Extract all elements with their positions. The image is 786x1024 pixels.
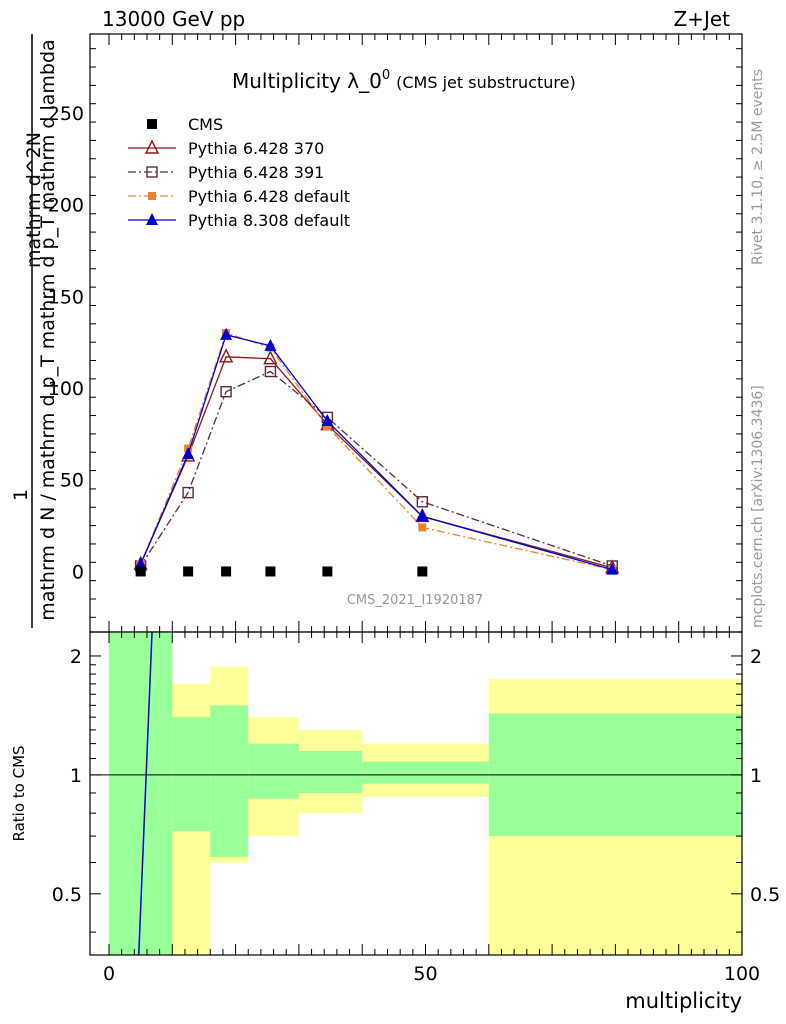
ratio-y-tick-label: 2 xyxy=(70,646,82,668)
point-cms-5 xyxy=(417,566,428,577)
ratio-y-tick-label: 0.5 xyxy=(52,884,82,906)
ratio-line-pythia8 xyxy=(137,631,153,956)
plot-title: Multiplicity λ_00 (CMS jet substructure) xyxy=(232,68,576,93)
x-tick-label: 100 xyxy=(724,963,760,985)
y-tick-label: 50 xyxy=(60,470,84,492)
legend-label-cms: CMS xyxy=(188,115,223,134)
watermark: CMS_2021_I1920187 xyxy=(347,593,483,608)
point-cms-0 xyxy=(135,566,146,577)
point-p391-5 xyxy=(416,496,429,508)
plot-title-sup: 0 xyxy=(382,68,390,83)
point-p391-1 xyxy=(182,486,194,499)
legend-marker-p391 xyxy=(146,166,158,178)
y-tick-label: 100 xyxy=(48,378,84,400)
side-text-mcplots: mcplots.cern.ch [arXiv:1306.3436] xyxy=(750,385,766,628)
point-cms-2 xyxy=(221,566,232,577)
legend-marker-p370 xyxy=(144,139,160,154)
point-cms-1 xyxy=(183,566,194,577)
header-left: 13000 GeV pp xyxy=(102,7,245,31)
ratio-y-tick-label-right: 0.5 xyxy=(750,884,780,906)
x-axis-label: multiplicity xyxy=(625,989,742,1013)
ratio-band-green-2 xyxy=(210,705,249,857)
series-line-p391 xyxy=(140,370,613,567)
ratio-y-tick-label-right: 2 xyxy=(750,646,762,668)
legend-label-p6def: Pythia 6.428 default xyxy=(188,187,350,206)
point-p8def-1 xyxy=(182,447,195,460)
plot-title-paren: (CMS jet substructure) xyxy=(396,73,576,92)
y-tick-label: 250 xyxy=(48,103,84,125)
point-p370-3 xyxy=(263,350,278,365)
y-label-numerator: 1 xyxy=(10,489,32,501)
series-line-p6def xyxy=(140,332,613,571)
ratio-y-tick-label-right: 1 xyxy=(750,765,762,787)
point-p8def-5 xyxy=(416,509,429,522)
ratio-y-axis-label: Ratio to CMS xyxy=(10,745,28,841)
x-tick-label: 50 xyxy=(413,963,437,985)
legend-label-p8def: Pythia 8.308 default xyxy=(188,211,350,230)
plot-title-main: Multiplicity λ_0 xyxy=(232,69,382,93)
series-line-p8def xyxy=(140,334,613,571)
ratio-band-green-4 xyxy=(298,750,363,793)
point-cms-3 xyxy=(265,566,276,577)
legend-marker-cms xyxy=(147,119,157,129)
legend-marker-p6def xyxy=(148,192,156,200)
point-p6def-5 xyxy=(418,523,427,532)
point-p8def-4 xyxy=(321,414,334,427)
point-p8def-6 xyxy=(606,562,619,575)
ratio-band-green-5 xyxy=(362,761,489,784)
y-label-numerator-2: mathrm d^2N xyxy=(23,132,45,268)
ratio-frame xyxy=(89,631,743,956)
y-tick-label: 150 xyxy=(48,286,84,308)
y-tick-label: 200 xyxy=(48,195,84,217)
ratio-y-tick-label: 1 xyxy=(70,765,82,787)
series-line-p370 xyxy=(140,356,613,569)
point-p6def-4 xyxy=(323,422,332,431)
y-tick-label: 0 xyxy=(72,561,84,583)
main-plot: 0 50 100 150 200 250 1 mathrm d N / mathrm d p_… xyxy=(10,33,743,633)
ratio-band-green-1 xyxy=(172,717,211,832)
point-p8def-0 xyxy=(134,557,147,570)
side-text-rivet: Rivet 3.1.10, ≥ 2.5M events xyxy=(750,69,766,265)
point-p391-2 xyxy=(220,385,232,398)
x-tick-label: 0 xyxy=(103,963,115,985)
legend-label-p370: Pythia 6.428 370 xyxy=(188,139,324,158)
point-p391-3 xyxy=(264,365,277,378)
header-right: Z+Jet xyxy=(673,7,730,31)
point-cms-4 xyxy=(322,566,333,577)
ratio-plot: 0 50 100 0.5 0.5 1 1 2 2 Ratio to CMS multiplicity xyxy=(10,631,780,1013)
point-p8def-3 xyxy=(264,338,277,351)
legend-label-p391: Pythia 6.428 391 xyxy=(188,163,324,182)
y-label-denominator: mathrm d N / mathrm d p_T mathrm d p_T m… xyxy=(37,39,59,620)
legend-marker-p8def xyxy=(146,213,158,225)
ratio-band-green-3 xyxy=(248,743,299,799)
point-p8def-2 xyxy=(220,327,233,340)
point-p370-2 xyxy=(218,348,234,363)
